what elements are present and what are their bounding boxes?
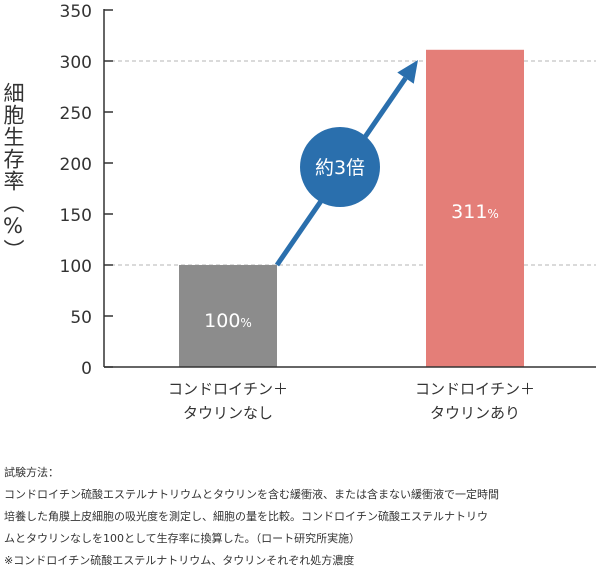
y-tick-label: 200 xyxy=(60,155,92,175)
x-tick-label: タウリンなし xyxy=(183,404,273,422)
y-tick-label: 250 xyxy=(60,104,92,124)
method-line: コンドロイチン硫酸エステルナトリウムとタウリンを含む緩衝液、または含まない緩衝液… xyxy=(4,488,499,501)
x-tick-label: タウリンあり xyxy=(430,404,520,422)
y-tick-label: 50 xyxy=(70,308,92,328)
bar xyxy=(179,265,277,367)
y-tick-label: 300 xyxy=(60,53,92,73)
test-method: 試験方法： コンドロイチン硫酸エステルナトリウムとタウリンを含む緩衝液、または含… xyxy=(4,462,599,572)
x-tick-label: コンドロイチン＋ xyxy=(415,380,535,398)
y-tick-label: 150 xyxy=(60,206,92,226)
y-axis-label: 細胞生存率（%） xyxy=(1,82,25,261)
method-heading: 試験方法： xyxy=(4,466,59,479)
annotation-label: 約3倍 xyxy=(315,157,365,179)
x-tick-label: コンドロイチン＋ xyxy=(168,380,288,398)
y-tick-label: 100 xyxy=(60,257,92,277)
data-label: 100% xyxy=(204,310,252,332)
method-line: 培養した角膜上皮細胞の吸光度を測定し、細胞の量を比較。コンドロイチン硫酸エステル… xyxy=(4,510,488,523)
method-line: ※コンドロイチン硫酸エステルナトリウム、タウリンそれぞれ処方濃度 xyxy=(4,554,355,567)
annotation-badge xyxy=(300,127,380,207)
bar xyxy=(426,49,524,367)
arrow-head xyxy=(397,60,418,84)
method-line: ムとタウリンなしを100として生存率に換算した。（ロート研究所実施） xyxy=(4,532,361,545)
y-tick-label: 350 xyxy=(60,2,92,22)
data-label: 311% xyxy=(451,201,499,223)
bar-chart: 0 50 100 150 200 250 300 350 100% コンドロイチン＋ タウリンなし 3… xyxy=(60,2,596,422)
y-tick-label: 0 xyxy=(81,359,92,379)
